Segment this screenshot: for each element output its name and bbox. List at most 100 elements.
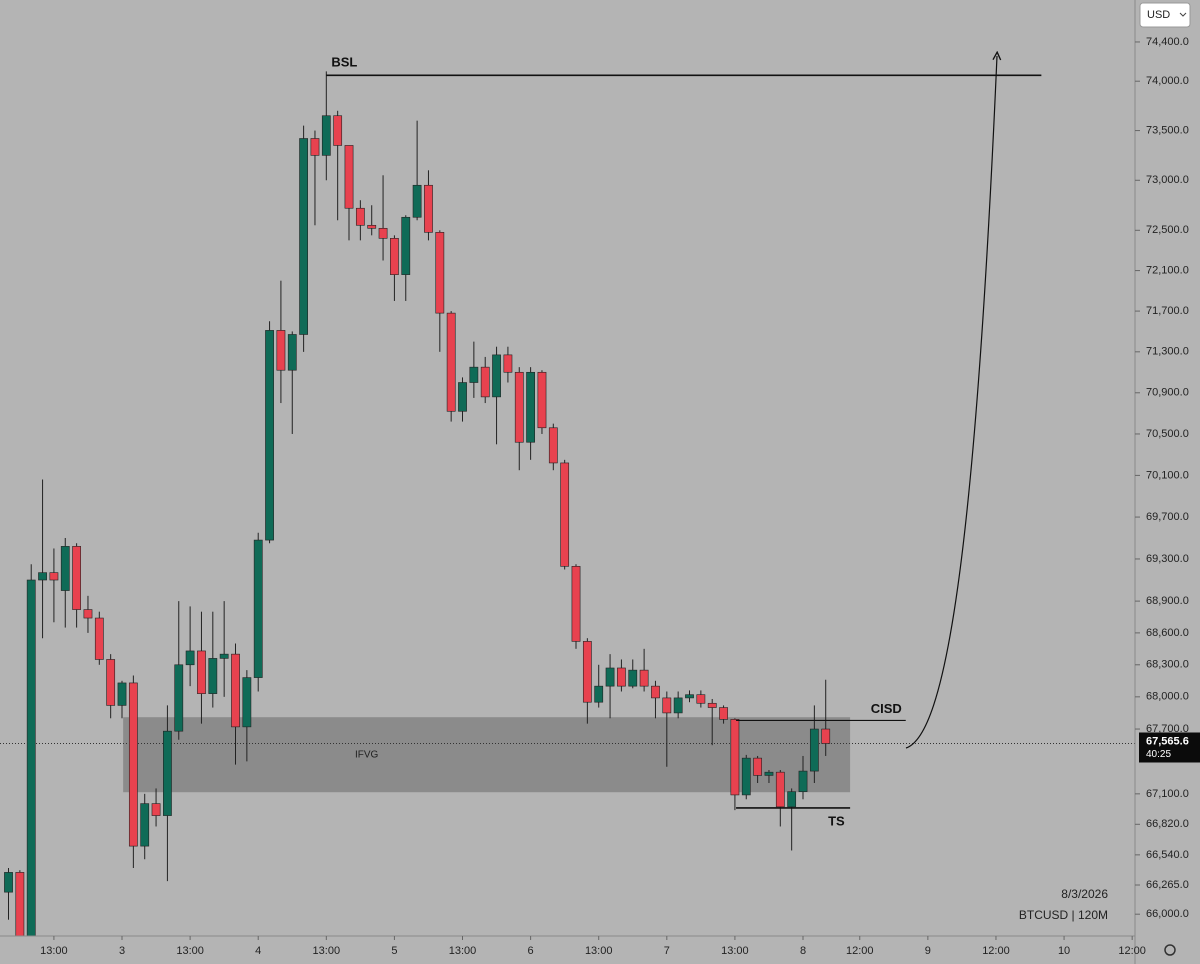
- candle-body: [582, 641, 592, 703]
- x-tick-label: 3: [119, 945, 125, 957]
- candle-body: [390, 238, 399, 275]
- candle-body: [208, 658, 218, 694]
- candle-body: [344, 145, 354, 209]
- y-tick-label: 68,900.0: [1146, 595, 1189, 607]
- x-tick-label: 7: [664, 945, 670, 957]
- candle-body: [662, 697, 672, 714]
- candle-body: [253, 539, 263, 678]
- candle-body: [492, 354, 501, 398]
- y-tick-label: 73,500.0: [1146, 124, 1189, 136]
- x-tick-label: 12:00: [1118, 945, 1146, 957]
- axes: 74,400.0 74,000.0 73,500.0 73,000.0 72,500.0…: [40, 36, 1189, 957]
- candle-body: [753, 757, 762, 776]
- y-tick-label: 66,000.0: [1146, 908, 1189, 920]
- candle-body: [287, 334, 297, 371]
- x-tick-label: 13:00: [176, 945, 204, 957]
- candle-body: [401, 216, 411, 275]
- x-tick-label: 12:00: [846, 945, 874, 957]
- candle-body: [83, 609, 93, 619]
- y-tick-label: 66,265.0: [1146, 879, 1189, 891]
- x-tick-label: 13:00: [449, 945, 477, 957]
- price-tag-countdown: 40:25: [1146, 749, 1171, 760]
- candle-body: [526, 371, 535, 443]
- candle-body: [798, 770, 808, 792]
- candle-body: [480, 366, 490, 398]
- candle-body: [4, 872, 13, 893]
- candle-body: [49, 572, 59, 581]
- candle-body: [787, 791, 797, 808]
- y-tick-label: 68,600.0: [1146, 627, 1189, 639]
- y-tick-label: 74,400.0: [1146, 36, 1189, 48]
- x-tick-label: 13:00: [721, 945, 749, 957]
- y-tick-label: 67,700.0: [1146, 723, 1189, 735]
- currency[interactable]: USD: [1147, 9, 1170, 21]
- ifvg-label: IFVG: [355, 749, 379, 760]
- y-tick-label: 69,300.0: [1146, 553, 1189, 565]
- date-label: 8/3/2026: [1061, 887, 1108, 901]
- candle-body: [174, 664, 184, 732]
- candle-body: [775, 771, 785, 808]
- candle-body: [231, 653, 240, 728]
- candle-body: [106, 659, 116, 706]
- candle-body: [265, 330, 274, 541]
- candle-body: [321, 115, 331, 156]
- candle-body: [696, 694, 706, 704]
- candle-body: [719, 707, 728, 720]
- time-axis: [0, 936, 1135, 964]
- candle-body: [673, 697, 683, 714]
- y-tick-label: 74,000.0: [1146, 75, 1189, 87]
- y-tick-label: 69,700.0: [1146, 511, 1189, 523]
- y-tick-label: 73,000.0: [1146, 174, 1189, 186]
- candle-body: [299, 138, 308, 335]
- candle-body: [707, 702, 717, 708]
- candle-body: [26, 579, 36, 948]
- candle-body: [617, 667, 626, 687]
- plot-area: IFVG: [0, 71, 1135, 959]
- candle-body: [764, 771, 774, 776]
- candle-body: [333, 115, 343, 146]
- candle-body: [424, 184, 433, 233]
- candle-body: [140, 803, 150, 847]
- y-tick-label: 68,300.0: [1146, 659, 1189, 671]
- candle-body: [458, 382, 467, 412]
- candle-body: [560, 462, 570, 567]
- candle-body: [446, 312, 456, 412]
- candle-body: [685, 694, 694, 699]
- candle-body: [639, 669, 649, 687]
- candle-body: [117, 682, 127, 706]
- y-tick-label: 67,100.0: [1146, 788, 1189, 800]
- candle-body: [355, 207, 365, 226]
- y-tick-label: 66,540.0: [1146, 849, 1189, 861]
- candle-body: [605, 667, 615, 687]
- settings-icon[interactable]: [1164, 944, 1176, 956]
- candle-body: [378, 227, 388, 239]
- candle-body: [435, 232, 445, 314]
- y-tick-label: 70,100.0: [1146, 469, 1189, 481]
- candle-body: [38, 572, 47, 581]
- ts-label: TS: [828, 813, 845, 828]
- x-tick-label: 13:00: [313, 945, 341, 957]
- y-tick-label: 72,500.0: [1146, 224, 1189, 236]
- price-tag-value: 67,565.6: [1146, 735, 1189, 747]
- candle-body: [94, 617, 104, 660]
- candle-body: [242, 677, 252, 728]
- y-tick-label: 66,820.0: [1146, 818, 1189, 830]
- y-tick-label: 72,100.0: [1146, 264, 1189, 276]
- x-tick-label: 5: [391, 945, 397, 957]
- x-tick-label: 6: [528, 945, 534, 957]
- candle-body: [60, 546, 70, 591]
- x-tick-label: 12:00: [982, 945, 1010, 957]
- candle-body: [537, 371, 547, 429]
- candle-body: [310, 138, 320, 156]
- currency-button[interactable]: [1139, 2, 1191, 28]
- candle-body: [741, 757, 751, 796]
- price-tag: [1139, 732, 1200, 763]
- candle-body: [72, 546, 81, 610]
- candle-body: [548, 427, 558, 464]
- candle-body: [185, 650, 195, 666]
- bsl-label: BSL: [331, 55, 357, 70]
- x-tick-label: 10: [1058, 945, 1070, 957]
- candle-body: [594, 685, 604, 703]
- candle-body: [197, 650, 206, 694]
